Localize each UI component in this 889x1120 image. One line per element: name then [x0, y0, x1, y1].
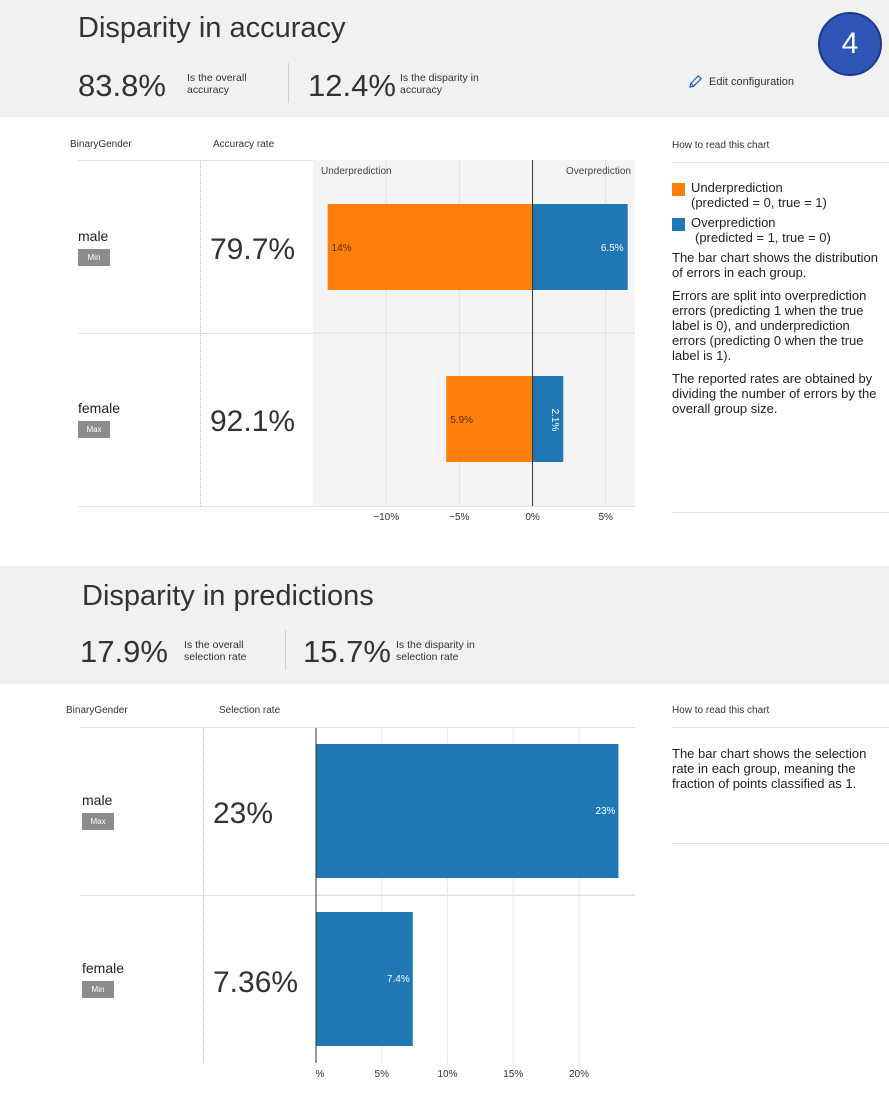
- selection-rate-chart: 23% 7.4%% 5% 10% 15% 20%: [315, 728, 635, 1080]
- overprediction-bar-label: 6.5%: [601, 243, 624, 254]
- legend-swatch: [672, 218, 685, 231]
- howto-paragraph: The reported rates are obtained by divid…: [672, 371, 877, 416]
- x-tick-label: 15%: [503, 1069, 523, 1080]
- howto-title: How to read this chart: [672, 705, 770, 716]
- group-column-header: BinaryGender: [70, 139, 132, 150]
- selection-rate-value: 7.36%: [213, 966, 299, 999]
- step-number-badge: 4: [818, 12, 882, 76]
- x-tick-label: 0%: [525, 512, 540, 523]
- legend-swatch: [672, 183, 685, 196]
- legend-label: Underprediction: [691, 180, 783, 195]
- table-top-line: [80, 727, 635, 728]
- x-tick-label: −5%: [449, 512, 469, 523]
- accuracy-title: Disparity in accuracy: [78, 12, 346, 44]
- x-tick-label: −10%: [373, 512, 399, 523]
- min-max-tag: Min: [82, 981, 114, 998]
- accuracy-disparity-label: Is the disparity in accuracy: [400, 72, 479, 96]
- min-max-tag: Max: [82, 813, 114, 830]
- edit-configuration-label: Edit configuration: [709, 75, 794, 88]
- x-tick-label: %: [316, 1069, 325, 1080]
- table-bottom-line: [78, 506, 635, 507]
- howto-paragraph: Errors are split into overprediction err…: [672, 288, 867, 363]
- selection-rate-bar: [316, 744, 619, 878]
- table-row: female Max: [78, 400, 120, 438]
- selection-disparity-label: Is the disparity in selection rate: [396, 639, 475, 663]
- accuracy-rate-value: 79.7%: [210, 233, 296, 266]
- underprediction-bar-label: 14%: [332, 243, 352, 254]
- group-column-header: BinaryGender: [66, 705, 128, 716]
- table-row: male Max: [82, 792, 114, 830]
- underprediction-bar: [446, 376, 533, 462]
- table-row: male Min: [78, 228, 110, 266]
- legend-detail: (predicted = 1, true = 0): [695, 230, 831, 245]
- predictions-summary-panel: [0, 566, 889, 684]
- min-max-tag: Max: [78, 421, 110, 438]
- x-tick-label: 10%: [437, 1069, 457, 1080]
- table-row: female Min: [82, 960, 124, 998]
- metric-column-header: Accuracy rate: [213, 139, 275, 150]
- howto-bottom-line: [672, 512, 889, 513]
- overprediction-bar: [532, 376, 564, 462]
- selection-rate-bar-label: 7.4%: [387, 974, 410, 985]
- error-distribution-chart: Underprediction Overprediction 14% 6.5% 5.9%…: [313, 160, 635, 523]
- legend-item-underprediction: Underprediction (predicted = 0, true = 1): [672, 180, 882, 210]
- overprediction-bar-label: 2.1%: [549, 409, 560, 432]
- legend-item-overprediction: Overprediction (predicted = 1, true = 0): [672, 215, 882, 245]
- selection-disparity-value: 15.7%: [303, 634, 391, 669]
- overall-accuracy-value: 83.8%: [78, 68, 166, 103]
- legend-detail: (predicted = 0, true = 1): [691, 195, 827, 210]
- table-top-line: [78, 160, 313, 161]
- overall-accuracy-label: Is the overall accuracy: [187, 72, 247, 96]
- summary-divider: [285, 630, 286, 670]
- howto-top-line: [672, 727, 889, 728]
- overprediction-bar: [532, 204, 628, 290]
- column-divider: [200, 161, 201, 506]
- howto-title: How to read this chart: [672, 140, 770, 151]
- min-max-tag: Min: [78, 249, 110, 266]
- predictions-title: Disparity in predictions: [82, 580, 374, 612]
- overprediction-axis-label: Overprediction: [566, 166, 631, 177]
- selection-rate-bar: [316, 912, 413, 1046]
- howto-paragraph: The bar chart shows the selection rate i…: [672, 746, 867, 791]
- x-tick-label: 20%: [569, 1069, 589, 1080]
- howto-top-line: [672, 162, 889, 163]
- accuracy-summary-panel: [0, 0, 889, 117]
- selection-rate-bar-label: 23%: [595, 806, 615, 817]
- group-name: female: [82, 960, 125, 976]
- howto-paragraph: The bar chart shows the distribution of …: [672, 250, 878, 280]
- accuracy-disparity-value: 12.4%: [308, 68, 396, 103]
- metric-column-header: Selection rate: [219, 705, 281, 716]
- underprediction-bar: [327, 204, 533, 290]
- legend-label: Overprediction: [691, 215, 776, 230]
- edit-configuration-button[interactable]: Edit configuration: [688, 74, 794, 89]
- x-tick-label: 5%: [599, 512, 614, 523]
- group-name: male: [78, 228, 109, 244]
- summary-divider: [288, 63, 289, 103]
- selection-rate-value: 23%: [213, 797, 274, 830]
- x-tick-label: 5%: [375, 1069, 390, 1080]
- overall-selection-label: Is the overall selection rate: [184, 639, 247, 663]
- group-name: male: [82, 792, 113, 808]
- group-name: female: [78, 400, 121, 416]
- underprediction-axis-label: Underprediction: [321, 166, 392, 177]
- column-divider: [203, 728, 204, 1063]
- howto-bottom-line: [672, 843, 889, 844]
- howto-content: Underprediction (predicted = 0, true = 1)…: [672, 180, 882, 416]
- overall-selection-value: 17.9%: [80, 634, 168, 669]
- pencil-icon: [689, 75, 702, 88]
- accuracy-rate-value: 92.1%: [210, 405, 296, 438]
- underprediction-bar-label: 5.9%: [450, 415, 473, 426]
